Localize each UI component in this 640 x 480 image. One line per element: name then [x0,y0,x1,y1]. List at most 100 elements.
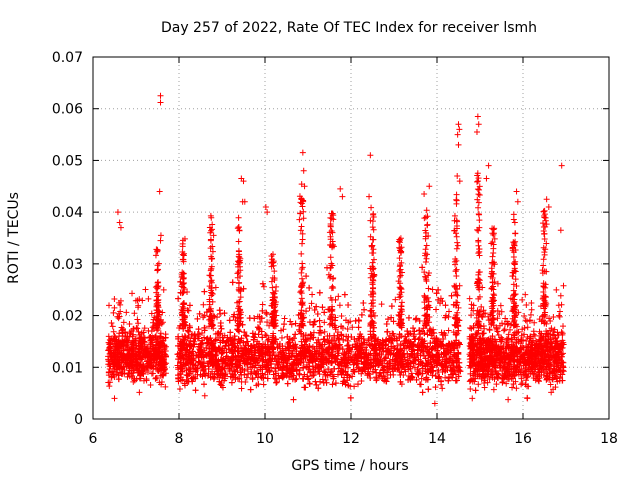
data-point [262,332,269,339]
data-point [182,356,189,363]
data-point [233,363,240,370]
data-point [198,364,205,371]
data-point [384,316,391,323]
data-point [454,364,461,371]
data-point [336,342,343,349]
data-point [209,345,216,352]
data-point [351,368,358,375]
data-point [241,329,248,336]
data-point [128,339,135,346]
data-point [317,378,324,385]
data-point [288,370,295,377]
data-point [229,356,236,363]
data-point [129,341,136,348]
data-point [136,389,143,396]
data-point [110,328,117,335]
data-point [280,372,287,379]
data-point [264,319,271,326]
data-point [451,352,458,359]
data-point [190,356,197,363]
data-point [560,323,567,330]
data-point [345,345,352,352]
grid-lines [93,57,609,419]
data-point [307,369,314,376]
data-point [148,310,155,317]
data-point [334,371,341,378]
data-point [378,301,385,308]
data-point [417,381,424,388]
data-point [409,352,416,359]
data-point [248,355,255,362]
data-point [117,297,124,304]
data-point [187,337,194,344]
data-point [341,291,348,298]
data-point [367,375,374,382]
data-point [210,346,217,353]
data-point [505,396,512,403]
data-point [231,347,238,354]
data-point [519,380,526,387]
data-point [324,372,331,379]
data-point [275,364,282,371]
data-point [131,310,138,317]
data-point [236,328,243,335]
data-point [427,326,434,333]
data-point [433,306,440,313]
data-point [334,348,341,355]
data-point [365,361,372,368]
data-point [178,346,185,353]
data-point [342,317,349,324]
data-point [245,353,252,360]
data-point [221,310,228,317]
data-point [240,351,247,358]
data-point [185,307,192,314]
data-point [266,367,273,374]
data-point [389,366,396,373]
data-point [227,329,234,336]
data-point [184,372,191,379]
data-point [249,330,256,337]
data-point [255,381,262,388]
data-point [435,286,442,293]
data-point [235,348,242,355]
data-point [366,371,373,378]
data-point [135,353,142,360]
data-point [217,320,224,327]
data-point [122,329,129,336]
data-point [439,385,446,392]
data-point [182,382,188,389]
data-point [157,330,164,337]
data-point [263,363,270,370]
data-point [331,353,338,360]
data-point [213,366,220,373]
data-point [278,334,285,341]
data-point [259,280,266,287]
data-point [320,379,327,386]
data-point [322,369,329,376]
data-point [435,374,442,381]
data-point [398,369,405,376]
data-point [370,346,377,353]
data-point [452,377,459,384]
data-point [349,373,356,380]
data-point [195,326,202,333]
data-point [270,340,277,347]
data-point [134,316,141,323]
data-point [343,333,350,340]
data-point [147,359,154,366]
data-point [558,329,565,336]
data-point [115,372,122,379]
data-point [218,325,225,332]
data-point [201,371,208,378]
data-point [108,319,115,326]
data-point [415,371,422,378]
data-point [293,367,300,374]
data-point [376,370,383,377]
data-point [354,381,361,388]
data-point [206,336,213,343]
data-point [112,361,119,368]
data-point [133,335,140,342]
data-point [126,346,133,353]
data-point [412,316,419,323]
data-point [358,311,365,318]
